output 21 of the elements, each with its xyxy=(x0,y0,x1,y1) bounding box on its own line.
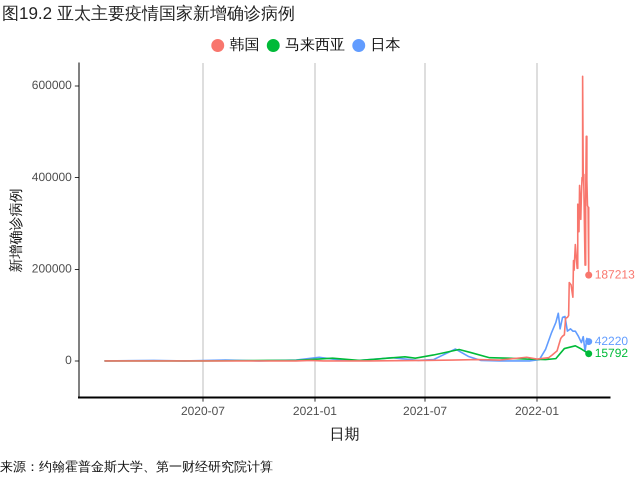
y-tick-label: 0 xyxy=(65,353,72,368)
x-axis-title: 日期 xyxy=(329,426,360,444)
x-tick-label: 2020-07 xyxy=(180,404,226,418)
annotation: 15792 xyxy=(594,346,628,360)
y-tick-label: 200000 xyxy=(32,262,72,276)
point xyxy=(585,338,592,346)
x-tick-label: 2021-01 xyxy=(292,404,338,418)
x-tick-label: 2022-01 xyxy=(514,404,560,418)
legend-label: 韩国 xyxy=(229,36,260,54)
y-tick-label: 600000 xyxy=(32,78,72,92)
legend-label: 马来西亚 xyxy=(284,36,345,54)
chart-title: 图19.2 亚太主要疫情国家新增确诊病例 xyxy=(2,3,295,25)
point xyxy=(585,350,592,358)
annotation: 42220 xyxy=(594,334,628,348)
y-axis-title: 新增确诊病例 xyxy=(7,188,24,272)
point xyxy=(585,272,592,279)
x-tick-label: 2021-07 xyxy=(403,404,448,418)
legend-label: 日本 xyxy=(370,36,400,54)
source-note: 来源：约翰霍普金斯大学、第一财经研究院计算 xyxy=(0,458,273,476)
y-tick-label: 400000 xyxy=(32,170,72,184)
annotation: 187213 xyxy=(594,267,636,282)
